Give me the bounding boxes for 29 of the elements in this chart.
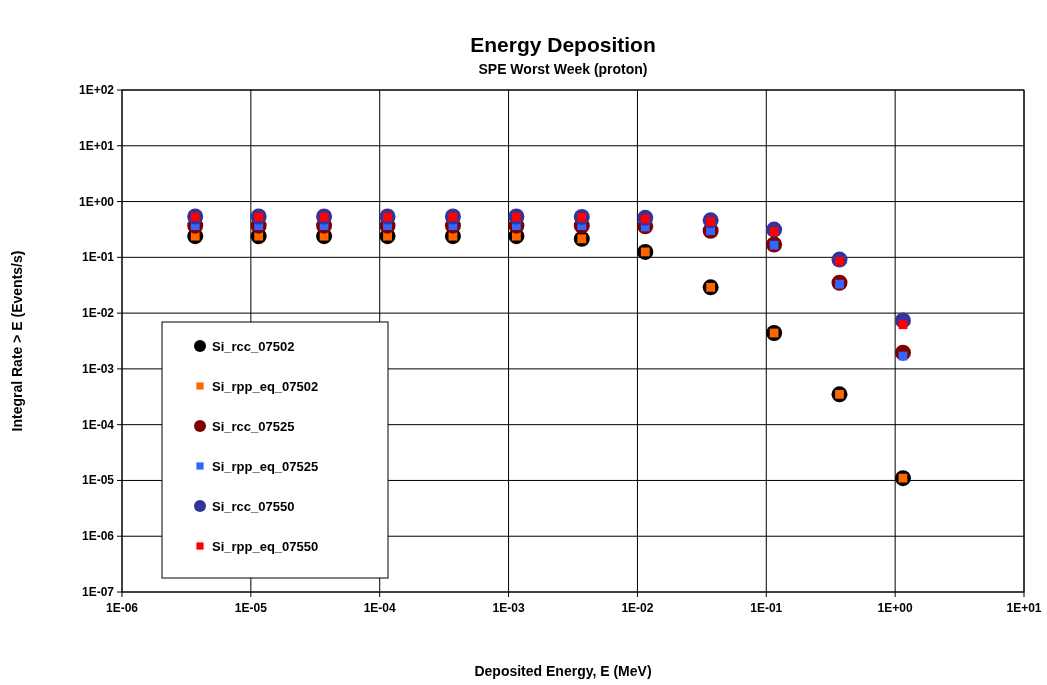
chart-title: Energy Deposition — [470, 33, 656, 56]
y-tick-label: 1E-05 — [81, 473, 115, 488]
y-tick-label: 1E-06 — [81, 529, 115, 544]
legend-label: Si_rcc_07502 — [212, 339, 295, 354]
x-tick-label: 1E-06 — [105, 601, 139, 615]
y-tick-label: 1E+01 — [78, 138, 115, 153]
y-tick-label: 1E+02 — [78, 83, 115, 97]
point — [898, 320, 908, 330]
x-tick-label: 1E-05 — [234, 601, 268, 615]
x-axis-title: Deposited Energy, E (MeV) — [474, 663, 652, 679]
y-tick-label: 1E-01 — [81, 250, 115, 265]
y-tick-label: 1E+00 — [78, 194, 115, 209]
x-tick-label: 1E+01 — [1006, 601, 1042, 615]
legend-label: Si_rpp_eq_07550 — [212, 539, 319, 554]
y-tick-label: 1E-07 — [81, 585, 115, 599]
x-tick-label: 1E-04 — [363, 601, 397, 615]
legend-label: Si_rpp_eq_07502 — [212, 379, 319, 394]
chart-subtitle: SPE Worst Week (proton) — [478, 61, 648, 77]
legend-label: Si_rcc_07550 — [212, 499, 295, 514]
x-tick-label: 1E-03 — [492, 601, 525, 615]
legend-label: Si_rcc_07525 — [212, 419, 295, 434]
x-tick-label: 1E+00 — [877, 601, 913, 615]
y-tick-label: 1E-04 — [81, 417, 115, 432]
y-axis-title: Integral Rate > E (Events/s) — [9, 250, 25, 432]
y-tick-label: 1E-03 — [81, 361, 115, 376]
legend-label: Si_rpp_eq_07525 — [212, 459, 319, 474]
x-tick-label: 1E-02 — [621, 601, 654, 615]
x-tick-label: 1E-01 — [750, 601, 783, 615]
y-tick-label: 1E-02 — [81, 306, 115, 321]
